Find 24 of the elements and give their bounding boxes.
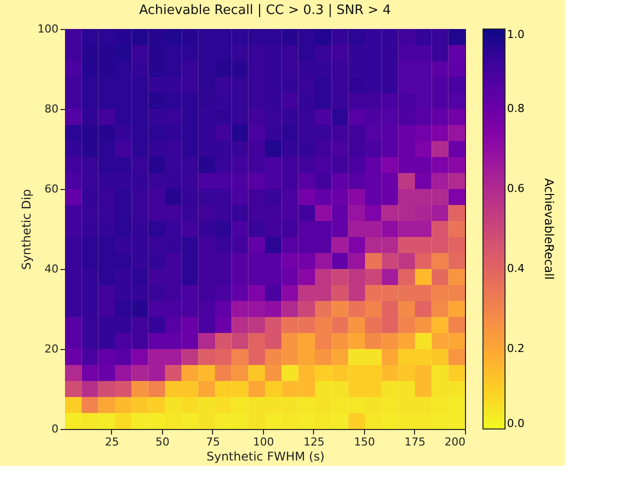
- x-tick-label: 50: [155, 436, 170, 448]
- y-tick-label: 100: [38, 22, 58, 36]
- x-tick-label: 25: [104, 436, 119, 448]
- x-tick-label: 125: [303, 436, 324, 448]
- x-tick-label: 200: [444, 436, 466, 448]
- color-bar-label: 0.2: [507, 342, 524, 355]
- color-bar-label: 1.0: [507, 28, 524, 41]
- x-tick-label: 175: [404, 436, 426, 448]
- y-tick-label: 60: [44, 182, 58, 196]
- x-tick-label: 150: [354, 436, 375, 448]
- color-bar-label: 0.4: [507, 262, 524, 275]
- y-tick-label: 80: [44, 102, 58, 116]
- y-tick-label: 40: [44, 262, 58, 276]
- chart-title: Achievable Recall | CC > 0.3 | SNR > 4: [139, 3, 391, 18]
- x-tick-label: 75: [206, 436, 220, 448]
- color-bar-title: AchievableRecall: [542, 178, 556, 280]
- x-tick-label: 100: [252, 436, 274, 448]
- y-axis-title: Synthetic Dip: [20, 189, 34, 270]
- y-tick-label: 0: [52, 422, 58, 436]
- y-tick-label: 20: [44, 342, 58, 356]
- color-bar-label: 0.6: [507, 182, 524, 195]
- color-bar-label: 0.0: [507, 417, 524, 430]
- x-axis-title: Synthetic FWHM (s): [206, 450, 325, 464]
- color-bar-label: 0.8: [507, 102, 524, 115]
